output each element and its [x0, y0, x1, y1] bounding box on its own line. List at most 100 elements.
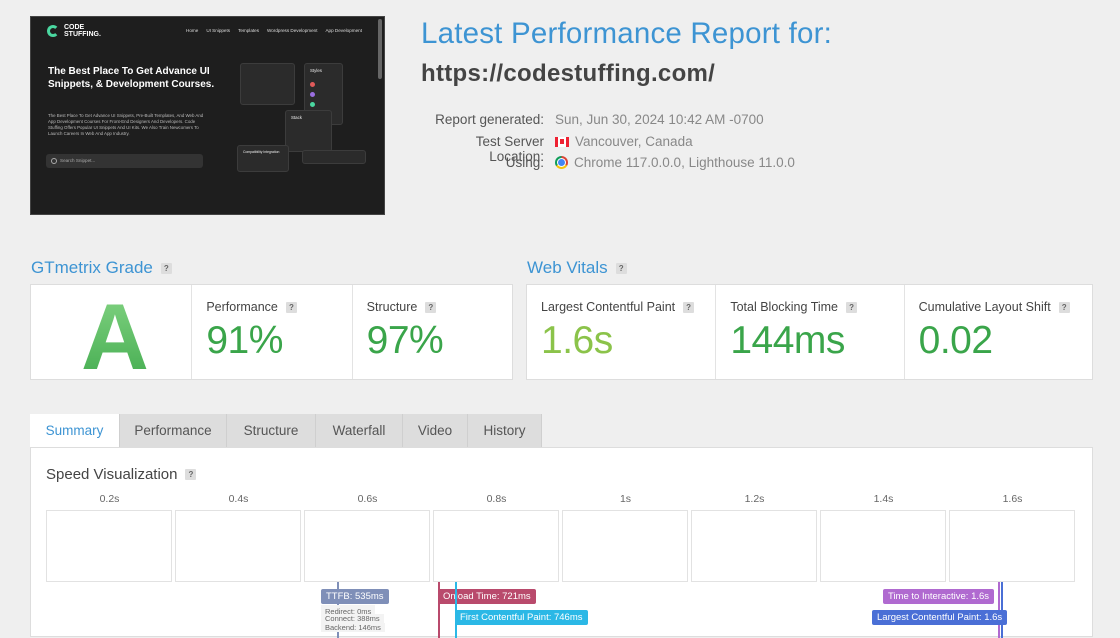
- logo-icon: [47, 25, 59, 37]
- site-screenshot: CODE STUFFING. Home UI Snippets Template…: [30, 16, 385, 215]
- report-generated-label: Report generated:: [435, 112, 544, 127]
- structure-label: Structure?: [367, 300, 437, 314]
- preview-card: [240, 63, 295, 105]
- tbt-value: 144ms: [730, 319, 845, 362]
- preview-hero-desc: The Best Place To Get Advance UI Snippet…: [48, 113, 204, 136]
- preview-search: Search Snippet...: [46, 154, 203, 168]
- timeline-tick-label: 0.8s: [486, 493, 507, 505]
- performance-cell: Performance? 91%: [191, 285, 351, 379]
- report-generated-text: Sun, Jun 30, 2024 10:42 AM -0700: [555, 112, 764, 127]
- filmstrip-frame[interactable]: [175, 510, 301, 582]
- help-icon[interactable]: ?: [425, 301, 437, 313]
- using-label: Using:: [505, 155, 544, 170]
- help-icon[interactable]: ?: [185, 469, 197, 480]
- lcp-label: Largest Contentful Paint?: [541, 300, 695, 314]
- server-location-value: Vancouver, Canada: [555, 134, 693, 149]
- color-dot-icon: [310, 102, 315, 107]
- ttfb-breakdown-item: Backend: 146ms: [321, 623, 385, 632]
- preview-card-label: Compatibility Integration: [243, 150, 280, 154]
- tab-summary[interactable]: Summary: [30, 414, 120, 447]
- tab-waterfall[interactable]: Waterfall: [316, 414, 403, 447]
- filmstrip-frame[interactable]: [562, 510, 688, 582]
- web-vitals-heading: Web Vitals ?: [527, 258, 627, 278]
- page-title: Latest Performance Report for:: [421, 17, 832, 50]
- ttfb-label: TTFB: 535ms: [321, 589, 389, 604]
- preview-nav-item: UI Snippets: [206, 28, 231, 33]
- help-icon[interactable]: ?: [683, 301, 695, 313]
- filmstrip-frame[interactable]: [691, 510, 817, 582]
- tab-structure[interactable]: Structure: [227, 414, 316, 447]
- filmstrip-frame[interactable]: [46, 510, 172, 582]
- preview-card-label: Stack: [291, 115, 302, 120]
- onload-marker: [438, 582, 440, 638]
- timeline-tick-label: 0.2s: [99, 493, 120, 505]
- preview-nav-item: Templates: [238, 28, 259, 33]
- canada-flag-icon: [555, 136, 569, 147]
- tbt-label-text: Total Blocking Time: [730, 300, 839, 314]
- timeline-tick-label: 0.6s: [357, 493, 378, 505]
- color-dot-icon: [310, 92, 315, 97]
- filmstrip-frame[interactable]: [304, 510, 430, 582]
- cls-value: 0.02: [918, 319, 993, 362]
- report-tabs: Summary Performance Structure Waterfall …: [30, 414, 542, 447]
- lcp-value: 1.6s: [541, 319, 613, 362]
- preview-nav-item: Wordpress Development: [267, 28, 318, 33]
- web-vitals-panel: Largest Contentful Paint? 1.6s Total Blo…: [526, 284, 1093, 380]
- help-icon[interactable]: ?: [846, 301, 858, 313]
- lcp-label-text: Largest Contentful Paint: [541, 300, 676, 314]
- performance-label-text: Performance: [206, 300, 278, 314]
- tab-video[interactable]: Video: [403, 414, 468, 447]
- gtmetrix-grade-label: GTmetrix Grade: [31, 258, 153, 277]
- tbt-cell: Total Blocking Time? 144ms: [715, 285, 903, 379]
- preview-nav: Home UI Snippets Templates Wordpress Dev…: [186, 28, 362, 33]
- web-vitals-label: Web Vitals: [527, 258, 608, 277]
- ttfb-breakdown-item: Redirect: 0ms: [321, 605, 376, 616]
- preview-logo: CODE STUFFING.: [47, 24, 104, 38]
- fcp-label: First Contentful Paint: 746ms: [455, 610, 588, 625]
- help-icon[interactable]: ?: [1058, 301, 1070, 313]
- tbt-label: Total Blocking Time?: [730, 300, 858, 314]
- ttfb-breakdown-item: Connect: 388ms: [321, 614, 384, 623]
- cls-label-text: Cumulative Layout Shift: [918, 300, 1051, 314]
- tab-performance[interactable]: Performance: [120, 414, 227, 447]
- structure-cell: Structure? 97%: [351, 285, 512, 379]
- speed-visualization-title: Speed Visualization: [46, 466, 178, 483]
- filmstrip-frame[interactable]: [949, 510, 1075, 582]
- preview-card-stack: Stack: [285, 110, 332, 152]
- help-icon[interactable]: ?: [285, 301, 297, 313]
- performance-value: 91%: [206, 319, 283, 362]
- grade-cell: A: [31, 284, 191, 389]
- preview-scrollbar: [378, 19, 382, 79]
- filmstrip-frame[interactable]: [433, 510, 559, 582]
- grade-letter: A: [81, 284, 149, 389]
- report-generated-value: Sun, Jun 30, 2024 10:42 AM -0700: [555, 112, 764, 127]
- timeline-tick-label: 0.4s: [228, 493, 249, 505]
- speed-visualization-heading: Speed Visualization ?: [46, 466, 197, 483]
- cls-cell: Cumulative Layout Shift? 0.02: [903, 285, 1092, 379]
- tab-history[interactable]: History: [468, 414, 542, 447]
- preview-nav-item: App Development: [325, 28, 362, 33]
- chrome-icon: [555, 156, 568, 169]
- server-location-label: Test Server Location:: [475, 134, 544, 164]
- structure-value: 97%: [366, 319, 444, 362]
- cls-label: Cumulative Layout Shift?: [919, 300, 1070, 314]
- timeline-tick-label: 1s: [619, 493, 632, 505]
- preview-card-compat: Compatibility Integration: [237, 145, 289, 172]
- filmstrip-frame[interactable]: [820, 510, 946, 582]
- preview-hero-title: The Best Place To Get Advance UI Snippet…: [48, 66, 215, 90]
- help-icon[interactable]: ?: [160, 262, 172, 274]
- using-text: Chrome 117.0.0.0, Lighthouse 11.0.0: [574, 155, 795, 170]
- summary-panel: Speed Visualization ? 0.2s 0.4s 0.6s 0.8s 1s…: [30, 447, 1093, 638]
- help-icon[interactable]: ?: [615, 262, 627, 274]
- preview-nav-item: Home: [186, 28, 199, 33]
- timeline-tick-label: 1.2s: [744, 493, 765, 505]
- onload-label: Onload Time: 721ms: [438, 589, 536, 604]
- timeline-tick-label: 1.6s: [1002, 493, 1023, 505]
- timeline-tick-label: 1.4s: [873, 493, 894, 505]
- structure-label-text: Structure: [366, 300, 418, 314]
- server-location-text: Vancouver, Canada: [575, 134, 693, 149]
- preview-card: [302, 150, 366, 164]
- performance-label: Performance?: [206, 300, 297, 314]
- using-value: Chrome 117.0.0.0, Lighthouse 11.0.0: [555, 155, 795, 170]
- lcp-marker-label: Largest Contentful Paint: 1.6s: [872, 610, 1008, 625]
